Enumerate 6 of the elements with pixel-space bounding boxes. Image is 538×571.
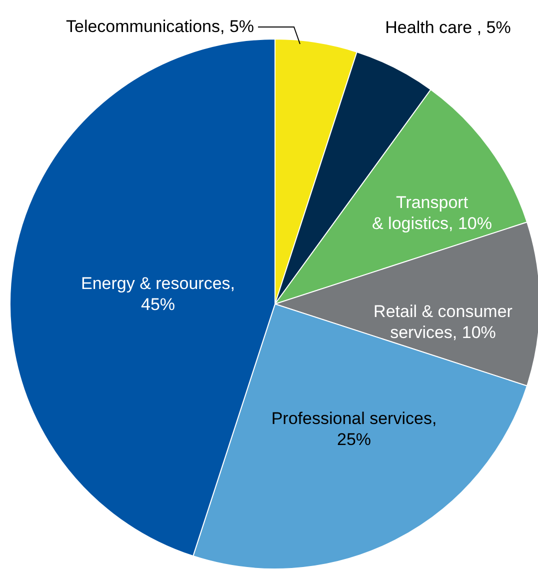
slice-label: Retail & consumer services, 10% <box>374 302 513 342</box>
slice-label: Telecommunications, 5% <box>66 17 254 36</box>
slice-label: Professional services, 25% <box>271 409 437 449</box>
slice-label: Transport & logistics, 10% <box>372 193 492 233</box>
slice-label: Health care , 5% <box>385 18 511 37</box>
slice-label: Energy & resources, 45% <box>80 274 236 314</box>
